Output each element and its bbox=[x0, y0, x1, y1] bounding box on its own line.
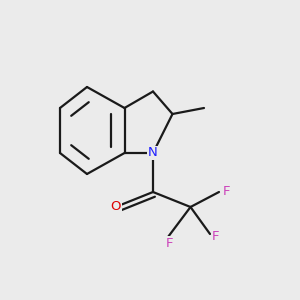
Text: F: F bbox=[166, 237, 173, 250]
Text: F: F bbox=[212, 230, 219, 244]
Text: F: F bbox=[223, 184, 230, 198]
Text: N: N bbox=[148, 146, 158, 160]
Text: O: O bbox=[110, 200, 121, 214]
